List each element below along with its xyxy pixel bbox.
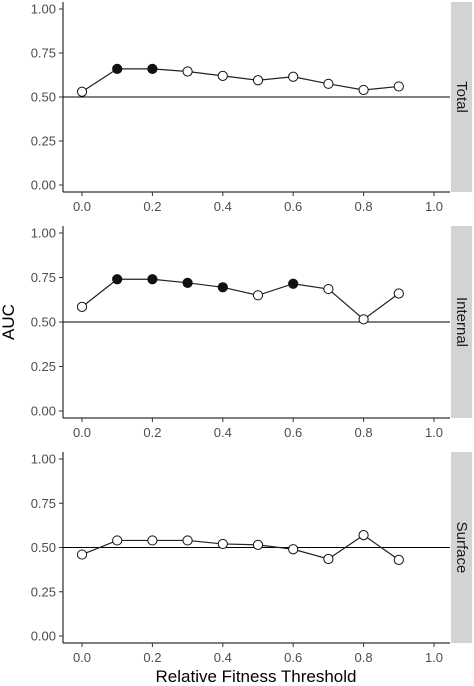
- facet-label: Total: [453, 81, 470, 113]
- y-tick-label: 0.50: [31, 315, 56, 330]
- facet-strip: [451, 226, 472, 418]
- data-point: [358, 530, 369, 541]
- data-point: [147, 63, 158, 74]
- series-line: [81, 534, 400, 561]
- data-point: [76, 549, 88, 560]
- data-point: [112, 63, 123, 74]
- x-tick-label: 0.2: [143, 650, 161, 665]
- data-point: [217, 70, 228, 81]
- x-tick-label: 0.4: [214, 650, 232, 665]
- data-point: [288, 278, 299, 289]
- y-tick-label: 0.00: [31, 178, 56, 193]
- x-tick-label: 0.4: [214, 425, 232, 440]
- x-tick-label: 0.8: [355, 650, 373, 665]
- data-point: [393, 81, 404, 92]
- y-tick-label: 0.75: [31, 270, 56, 285]
- y-tick-label: 1.00: [31, 452, 56, 467]
- facet-label: Surface: [453, 522, 470, 574]
- x-tick-label: 1.0: [425, 650, 443, 665]
- y-tick-label: 0.25: [31, 584, 56, 599]
- x-tick-label: 1.0: [425, 425, 443, 440]
- panel-internal: 0.00 0.25 0.50 0.75 1.00 0.0 0.2 0.4 0.6 0.8 1.0 In…: [31, 226, 472, 440]
- series-line: [81, 278, 400, 321]
- y-tick-label: 0.75: [31, 46, 56, 61]
- data-point: [323, 78, 334, 89]
- x-tick-label: 0.0: [73, 425, 91, 440]
- y-tick-label: 0.00: [31, 629, 56, 644]
- data-point: [252, 290, 264, 301]
- y-tick-label: 0.25: [31, 359, 56, 374]
- data-point: [76, 86, 88, 97]
- data-point: [358, 314, 369, 325]
- x-tick-label: 0.6: [284, 650, 302, 665]
- data-point: [252, 539, 264, 550]
- y-tick-label: 0.50: [31, 540, 56, 555]
- x-tick-label: 0.6: [284, 199, 302, 214]
- data-point: [288, 71, 299, 82]
- data-point: [323, 283, 334, 295]
- data-point: [358, 84, 369, 96]
- data-point: [393, 288, 404, 299]
- y-tick-label: 0.75: [31, 496, 56, 511]
- x-tick-label: 0.4: [214, 199, 232, 214]
- data-point: [182, 66, 193, 77]
- x-tick-label: 0.0: [73, 199, 91, 214]
- x-tick-label: 0.2: [143, 199, 161, 214]
- x-tick-label: 0.8: [355, 425, 373, 440]
- data-point: [217, 538, 228, 550]
- x-tick-label: 0.8: [355, 199, 373, 214]
- data-point: [112, 274, 123, 285]
- data-point: [182, 277, 193, 288]
- data-point: [182, 535, 193, 546]
- data-point: [217, 282, 228, 293]
- panel-surface: 0.00 0.25 0.50 0.75 1.00 0.0 0.2 0.4 0.6 0.8 1.0 Su…: [31, 452, 472, 665]
- y-tick-label: 1.00: [31, 226, 56, 241]
- x-axis-title: Relative Fitness Threshold: [156, 667, 357, 686]
- data-point: [252, 75, 264, 86]
- series-line: [81, 68, 399, 93]
- x-tick-label: 0.0: [73, 650, 91, 665]
- data-point: [323, 553, 334, 565]
- y-tick-label: 1.00: [31, 2, 56, 17]
- facet-strip: [451, 2, 472, 192]
- facet-strip: [451, 452, 472, 643]
- data-point: [288, 544, 299, 555]
- y-tick-label: 0.25: [31, 134, 56, 149]
- x-tick-label: 1.0: [425, 199, 443, 214]
- y-tick-label: 0.00: [31, 404, 56, 419]
- data-point: [112, 535, 123, 546]
- y-axis-title: AUC: [0, 304, 18, 340]
- facet-label: Internal: [453, 297, 470, 347]
- data-point: [76, 301, 88, 312]
- x-tick-label: 0.2: [143, 425, 161, 440]
- x-tick-label: 0.6: [284, 425, 302, 440]
- data-point: [147, 535, 158, 546]
- data-point: [393, 554, 404, 565]
- y-tick-label: 0.50: [31, 90, 56, 105]
- data-point: [147, 274, 158, 285]
- panel-total: 0.00 0.25 0.50 0.75 1.00 0.0 0.2 0.4 0.6 0.8 1.0 To…: [31, 2, 472, 214]
